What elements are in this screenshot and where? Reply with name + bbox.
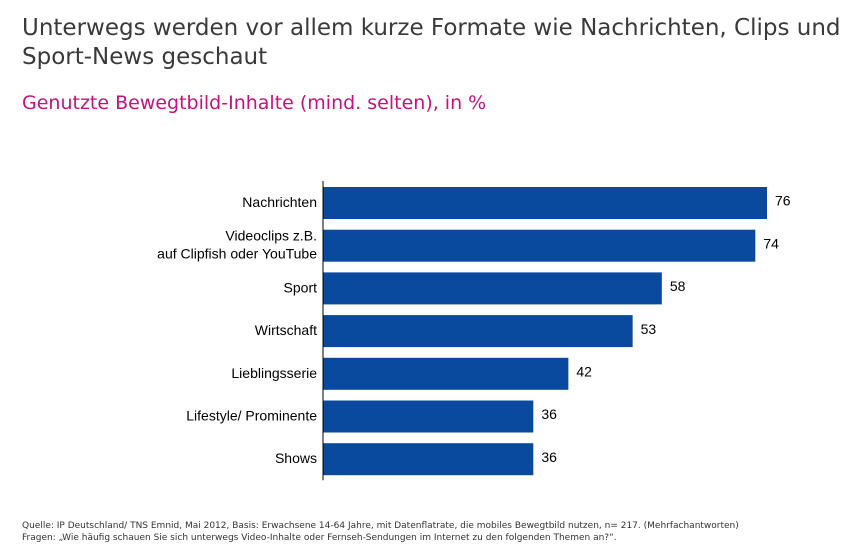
source-footnote: Quelle: IP Deutschland/ TNS Emnid, Mai 2…: [22, 520, 852, 544]
bar-2: [323, 272, 662, 305]
chart-subtitle: Genutzte Bewegtbild-Inhalte (mind. selte…: [22, 92, 487, 114]
value-label-3: 53: [641, 321, 657, 337]
bar-3: [323, 315, 633, 348]
bar-5: [323, 400, 534, 433]
category-label-1: Videoclips z.B. auf Clipfish oder YouTube: [157, 228, 317, 262]
value-label-6: 36: [541, 449, 557, 465]
value-label-4: 42: [576, 364, 592, 380]
value-label-0: 76: [775, 193, 791, 209]
value-label-5: 36: [541, 406, 557, 422]
bar-0: [323, 187, 767, 219]
bar-6: [323, 443, 534, 476]
value-label-2: 58: [670, 278, 686, 294]
bar-4: [323, 357, 569, 390]
category-label-2: Sport: [284, 279, 318, 295]
category-label-4: Lieblingsserie: [231, 365, 317, 381]
question-text: Fragen: „Wie häufig schauen Sie sich unt…: [22, 533, 617, 543]
category-label-3: Wirtschaft: [255, 322, 317, 338]
bar-1: [323, 229, 756, 262]
category-label-0: Nachrichten: [242, 194, 317, 210]
value-label-1: 74: [763, 235, 779, 251]
source-text: Quelle: IP Deutschland/ TNS Emnid, Mai 2…: [22, 521, 739, 531]
chart-title: Unterwegs werden vor allem kurze Formate…: [22, 15, 841, 70]
category-label-5: Lifestyle/ Prominente: [186, 408, 317, 424]
category-label-6: Shows: [275, 450, 317, 466]
